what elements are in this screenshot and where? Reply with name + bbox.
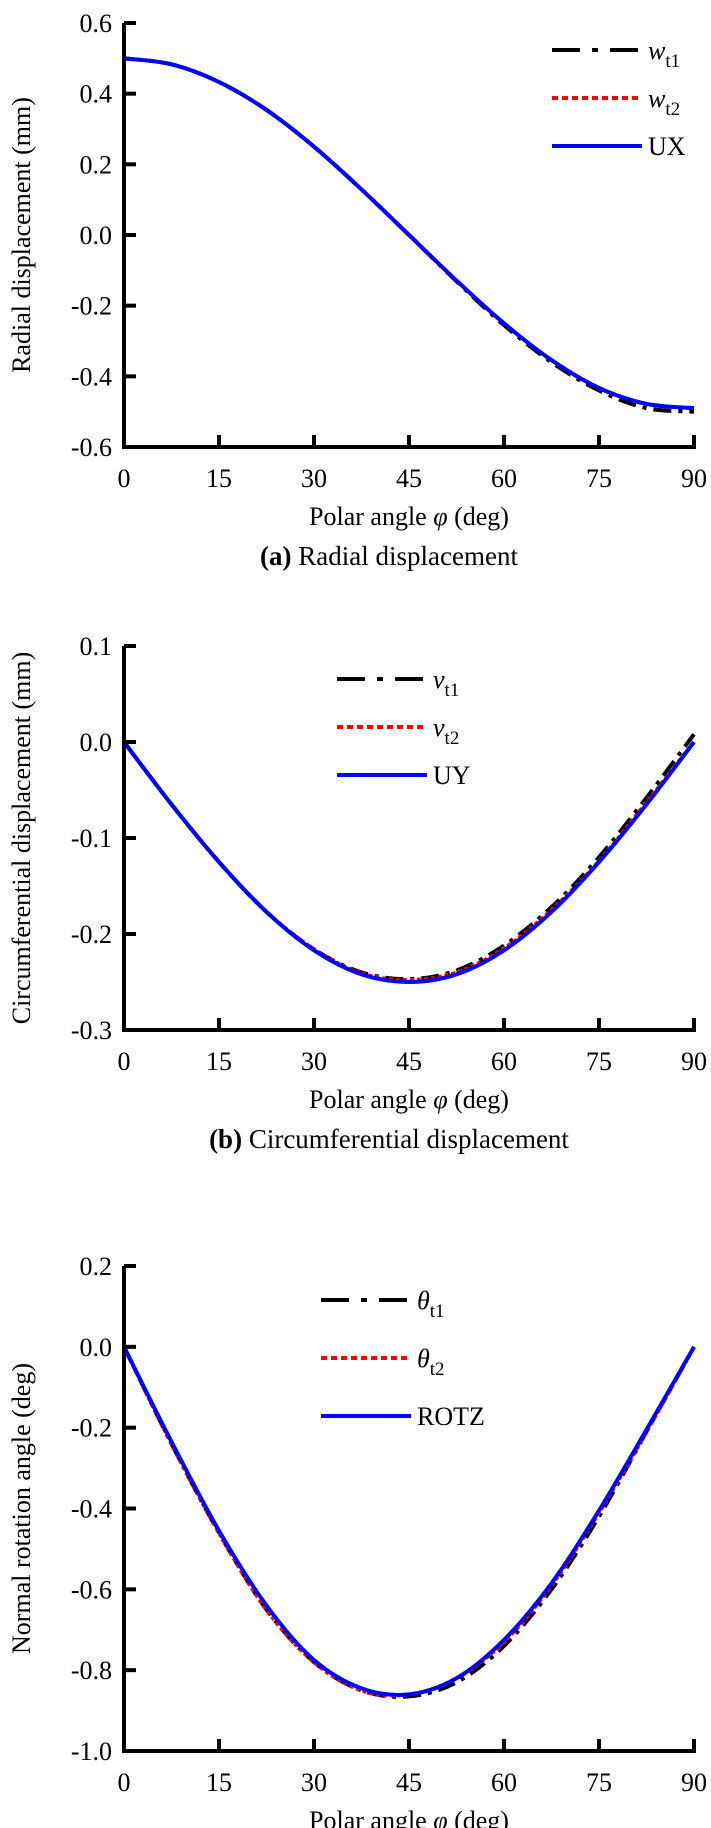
- y-axis-title: Normal rotation angle (deg): [7, 1363, 36, 1654]
- x-tick-label: 90: [681, 464, 707, 493]
- x-tick-label: 0: [118, 1047, 131, 1076]
- x-tick-label: 60: [491, 1768, 517, 1797]
- legend-label: θt2: [417, 1344, 445, 1380]
- x-tick-label: 15: [206, 464, 232, 493]
- series-line-ux: [123, 56, 695, 411]
- y-tick-label: -0.4: [71, 362, 112, 391]
- legend-label: UX: [648, 132, 686, 161]
- y-tick-label: 0.0: [80, 1333, 113, 1362]
- legend-label: UY: [433, 761, 471, 790]
- x-tick-label: 45: [396, 1047, 422, 1076]
- y-tick-label: 0.1: [80, 632, 113, 661]
- legend-label: vt1: [433, 665, 459, 701]
- x-tick-label: 60: [491, 1047, 517, 1076]
- x-tick-label: 30: [301, 1768, 327, 1797]
- y-tick-label: 0.6: [80, 9, 113, 38]
- x-tick-label: 90: [681, 1047, 707, 1076]
- y-tick-label: -0.4: [71, 1495, 112, 1524]
- series-line-v-t1: [122, 733, 696, 982]
- y-tick-label: 0.4: [80, 80, 113, 109]
- y-tick-label: -0.6: [71, 1575, 112, 1604]
- y-tick-label: -1.0: [71, 1737, 112, 1766]
- y-tick-label: -0.2: [71, 292, 112, 321]
- y-tick-label: 0.2: [80, 150, 113, 179]
- x-tick-label: 0: [118, 1768, 131, 1797]
- x-tick-label: 90: [681, 1768, 707, 1797]
- figure-caption: (b) Circumferential displacement: [209, 1124, 569, 1154]
- y-tick-label: 0.0: [80, 221, 113, 250]
- y-tick-label: -0.2: [71, 920, 112, 949]
- y-tick-label: 0.0: [80, 728, 113, 757]
- y-axis-title: Circumferential displacement (mm): [7, 652, 36, 1025]
- legend-label: wt2: [648, 84, 680, 120]
- x-tick-label: 75: [586, 1768, 612, 1797]
- x-tick-label: 0: [118, 464, 131, 493]
- series-line-theta-t2: [122, 1345, 696, 1698]
- figure-caption: (a) Radial displacement: [260, 541, 518, 571]
- chart-b: -0.3 -0.2 -0.1 0.0 0.1 0 15 30 45 60 75 90 Polar ang…: [7, 632, 707, 1154]
- legend-label: wt1: [648, 36, 680, 72]
- x-tick-label: 60: [491, 464, 517, 493]
- legend-label: vt2: [433, 713, 459, 749]
- x-axis-title: Polar angle φ (deg): [309, 1085, 509, 1114]
- y-tick-label: -0.1: [71, 824, 112, 853]
- x-tick-label: 15: [206, 1768, 232, 1797]
- chart-c: -1.0 -0.8 -0.6 -0.4 -0.2 0.0 0.2 0 15 30 45 60 75 90 P…: [7, 1252, 707, 1828]
- x-tick-label: 45: [396, 1768, 422, 1797]
- x-axis-title: Polar angle φ (deg): [309, 502, 509, 531]
- x-tick-label: 75: [586, 464, 612, 493]
- x-tick-label: 30: [301, 1047, 327, 1076]
- series-line-uy: [122, 740, 696, 985]
- x-tick-label: 45: [396, 464, 422, 493]
- chart-a: -0.6 -0.4 -0.2 0.0 0.2 0.4 0.6 0 15 30 45 60 75 90 Pol…: [7, 9, 707, 571]
- x-tick-label: 15: [206, 1047, 232, 1076]
- x-tick-label: 75: [586, 1047, 612, 1076]
- series-line-theta-t1: [122, 1345, 696, 1699]
- y-tick-label: 0.2: [80, 1252, 113, 1281]
- series-line-v-t2: [122, 740, 696, 983]
- x-tick-label: 30: [301, 464, 327, 493]
- y-tick-label: -0.3: [71, 1016, 112, 1045]
- x-axis-title: Polar angle φ (deg): [309, 1806, 509, 1828]
- series-line-rotz: [122, 1345, 696, 1697]
- legend-label: θt1: [417, 1286, 445, 1322]
- y-axis-title: Radial displacement (mm): [7, 97, 36, 373]
- y-tick-label: -0.2: [71, 1414, 112, 1443]
- y-tick-label: -0.6: [71, 433, 112, 462]
- y-tick-label: -0.8: [71, 1656, 112, 1685]
- legend-label: ROTZ: [417, 1402, 485, 1431]
